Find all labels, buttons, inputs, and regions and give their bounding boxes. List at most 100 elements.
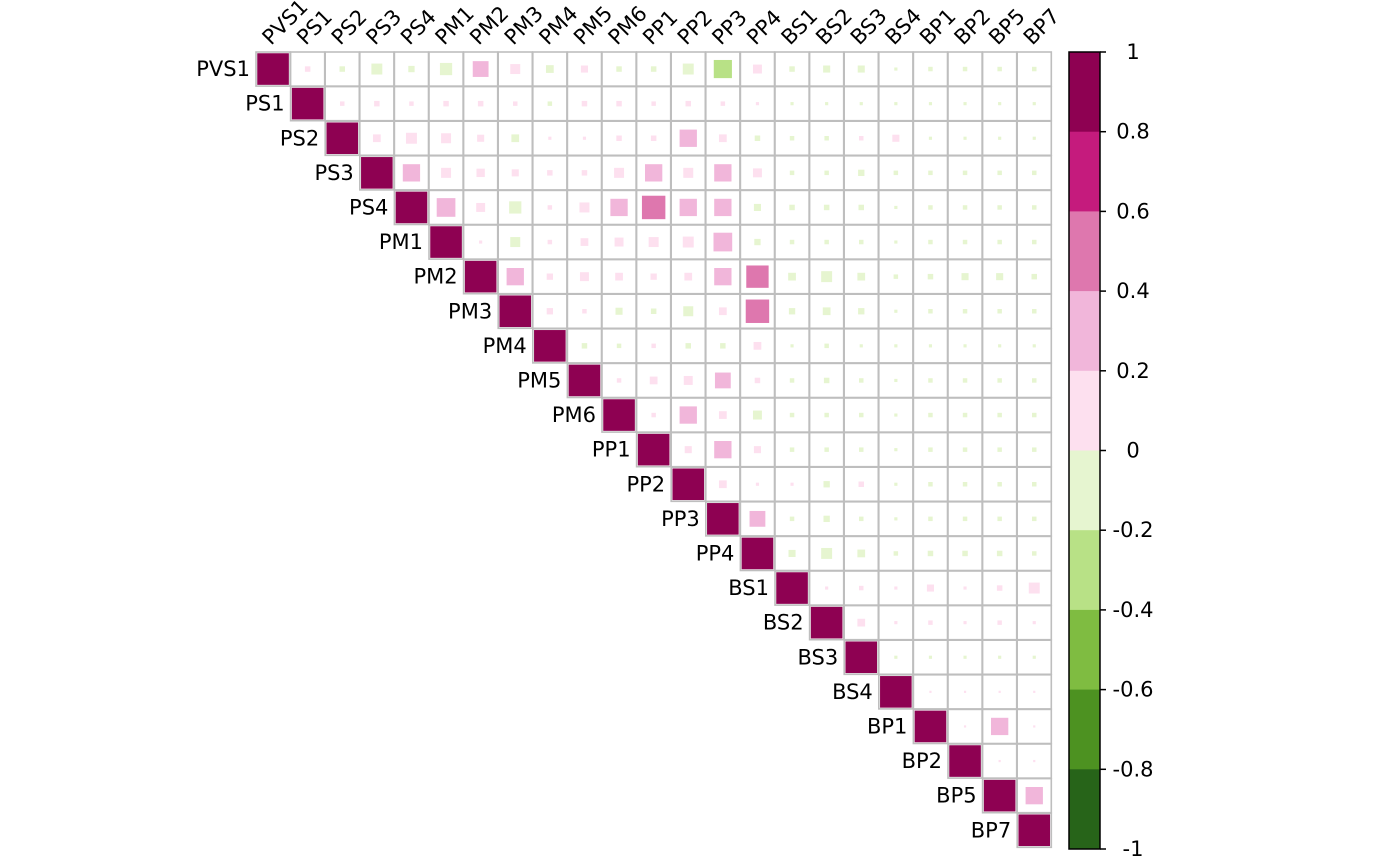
cell-BP1-BP2 [963,725,967,728]
row-label-PS2: PS2 [280,126,319,150]
row-label-PP2: PP2 [626,472,665,496]
row-label-PM5: PM5 [517,368,561,392]
cell-PS2-BP7 [1032,136,1036,140]
cell-PM5-BP7 [1032,378,1037,383]
cell-PS2-PS2 [326,122,359,155]
cell-PM5-BP1 [928,378,933,383]
cell-PS3-BS3 [858,169,865,177]
cell-PS4-PM1 [436,198,456,217]
colorbar-bin [1069,769,1100,850]
cell-PM4-PP1 [651,343,656,349]
cell-PM6-PM6 [603,399,635,431]
cell-PM4-BP5 [998,344,1002,348]
cell-PVS1-PP3 [713,59,732,79]
colorbar-bin [1069,370,1100,451]
cell-PP3-PP3 [707,503,739,535]
cell-frame-PM5-BS2 [808,362,845,399]
cell-PP2-BS3 [858,481,864,487]
cell-PS3-BS1 [789,170,795,176]
cell-PVS1-BS2 [823,65,831,73]
cell-PVS1-PM1 [439,62,453,76]
cell-BP1-BP7 [1033,725,1036,728]
cell-BS1-BP1 [926,584,934,592]
cell-PS2-PS4 [405,132,417,144]
cell-BS4-BS4 [880,676,912,708]
colorbar-tick-label: -0.6 [1113,678,1154,702]
cell-PP1-BS1 [789,447,795,452]
cell-PS3-PP4 [752,168,762,178]
column-label-PS2: PS2 [327,5,372,50]
cell-PP3-BS4 [894,517,898,521]
cell-PS4-PM4 [547,205,553,210]
cell-PM2-PM4 [546,273,554,280]
column-labels: PVS1PS1PS2PS3PS4PM1PM2PM3PM4PM5PM6PP1PP2… [258,0,1065,50]
cell-PM3-BS4 [894,309,898,313]
cell-BS2-BP1 [928,620,933,625]
cell-PS3-BS2 [824,170,829,176]
cell-BS4-BP2 [963,690,967,693]
cell-PVS1-BS4 [894,67,898,71]
cell-PM2-BS3 [857,272,866,281]
cell-PVS1-PS2 [339,66,345,72]
column-label-PP2: PP2 [673,5,717,49]
cell-PM3-PM3 [499,295,532,328]
cell-PM6-BS1 [789,412,795,418]
cell-PS2-PM3 [511,134,520,143]
cell-BP7-BP7 [1018,814,1051,847]
cell-PVS1-BS3 [857,65,865,73]
cell-PS1-PP1 [651,101,656,106]
cell-PS1-PP4 [755,102,760,106]
cell-PM1-PM4 [547,239,553,245]
correlation-cells [255,51,1053,849]
cell-PM1-PP2 [682,236,694,248]
cell-PM4-BS1 [790,344,794,348]
row-label-BP5: BP5 [936,784,976,808]
cell-PM6-BS2 [824,412,829,418]
cell-BP5-BP5 [983,779,1016,812]
cell-PS1-BS2 [825,102,829,106]
cell-PM4-PP2 [685,343,691,349]
colorbar-bin [1069,211,1100,292]
cell-PM2-BP5 [996,273,1004,281]
cell-PS4-PM6 [610,198,628,217]
row-label-BP1: BP1 [867,714,907,738]
cell-BS1-BS1 [776,572,808,604]
cell-PS3-BP1 [928,170,933,176]
cell-PM1-BS2 [824,239,829,245]
cell-BS3-BS4 [894,655,898,659]
cell-BS3-BP7 [1032,655,1036,659]
cell-PVS1-PM2 [472,61,489,77]
row-label-PS1: PS1 [245,92,284,116]
cell-PM3-BP2 [962,309,968,314]
cell-PM2-BS4 [893,274,899,279]
cell-PS1-BS3 [859,102,863,106]
cell-PS4-BP2 [962,205,968,210]
cell-BP2-BP5 [998,759,1001,763]
cell-PM5-BS4 [894,378,898,383]
cell-PM6-BS4 [894,413,898,417]
cell-PM6-BP5 [997,412,1002,418]
cell-PP1-PP2 [684,446,692,454]
cell-PM3-BS3 [858,308,865,315]
cell-PP1-BS2 [824,447,829,452]
cell-PP2-PP2 [672,468,705,501]
cell-PS2-PS3 [372,134,381,143]
cell-PM5-BS3 [859,378,864,383]
cell-PP1-PP1 [637,433,670,466]
cell-PP3-BP1 [928,516,933,522]
cell-PP4-BP5 [996,550,1003,557]
colorbar-bin [1069,131,1100,212]
cell-BP1-BP5 [990,717,1009,736]
cell-PS1-BP7 [1032,102,1036,106]
cell-PP4-BS4 [893,551,899,556]
cell-PS2-PM5 [582,136,587,140]
cell-PS1-BS4 [894,102,898,106]
cell-PM3-PP1 [650,308,657,314]
cell-PM2-BS2 [821,271,833,283]
cell-BP2-BP7 [1033,759,1036,763]
row-label-PP1: PP1 [592,438,631,462]
cell-PS4-PP4 [753,203,761,211]
cell-PM5-PP3 [714,372,731,389]
cell-PS4-BS3 [858,204,864,211]
cell-PS4-PM3 [509,201,522,214]
